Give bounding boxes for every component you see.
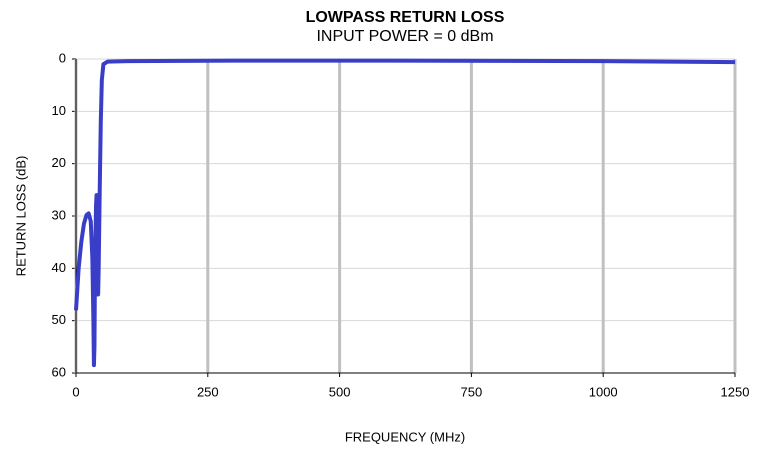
y-axis-label: RETURN LOSS (dB) xyxy=(13,156,28,277)
line xyxy=(74,58,736,368)
chart-title: LOWPASS RETURN LOSS xyxy=(306,9,505,26)
x-tick-label: 1250 xyxy=(721,384,750,399)
y-tick-label: 50 xyxy=(52,312,66,327)
y-tick-label: 10 xyxy=(52,103,66,118)
y-tick-label: 60 xyxy=(52,364,66,379)
x-tick-label: 1000 xyxy=(589,384,618,399)
y-tick-label: 40 xyxy=(52,260,66,275)
y-tick-label: 20 xyxy=(52,155,66,170)
x-tick-label: 750 xyxy=(461,384,483,399)
x-tick-label: 0 xyxy=(72,384,79,399)
x-tick-label: 500 xyxy=(329,384,351,399)
y-tick-label: 0 xyxy=(59,50,66,65)
chart-subtitle: INPUT POWER = 0 dBm xyxy=(316,28,493,45)
x-tick-label: 250 xyxy=(197,384,219,399)
x-axis-label: FREQUENCY (MHz) xyxy=(345,429,465,444)
y-tick-label: 30 xyxy=(52,207,66,222)
